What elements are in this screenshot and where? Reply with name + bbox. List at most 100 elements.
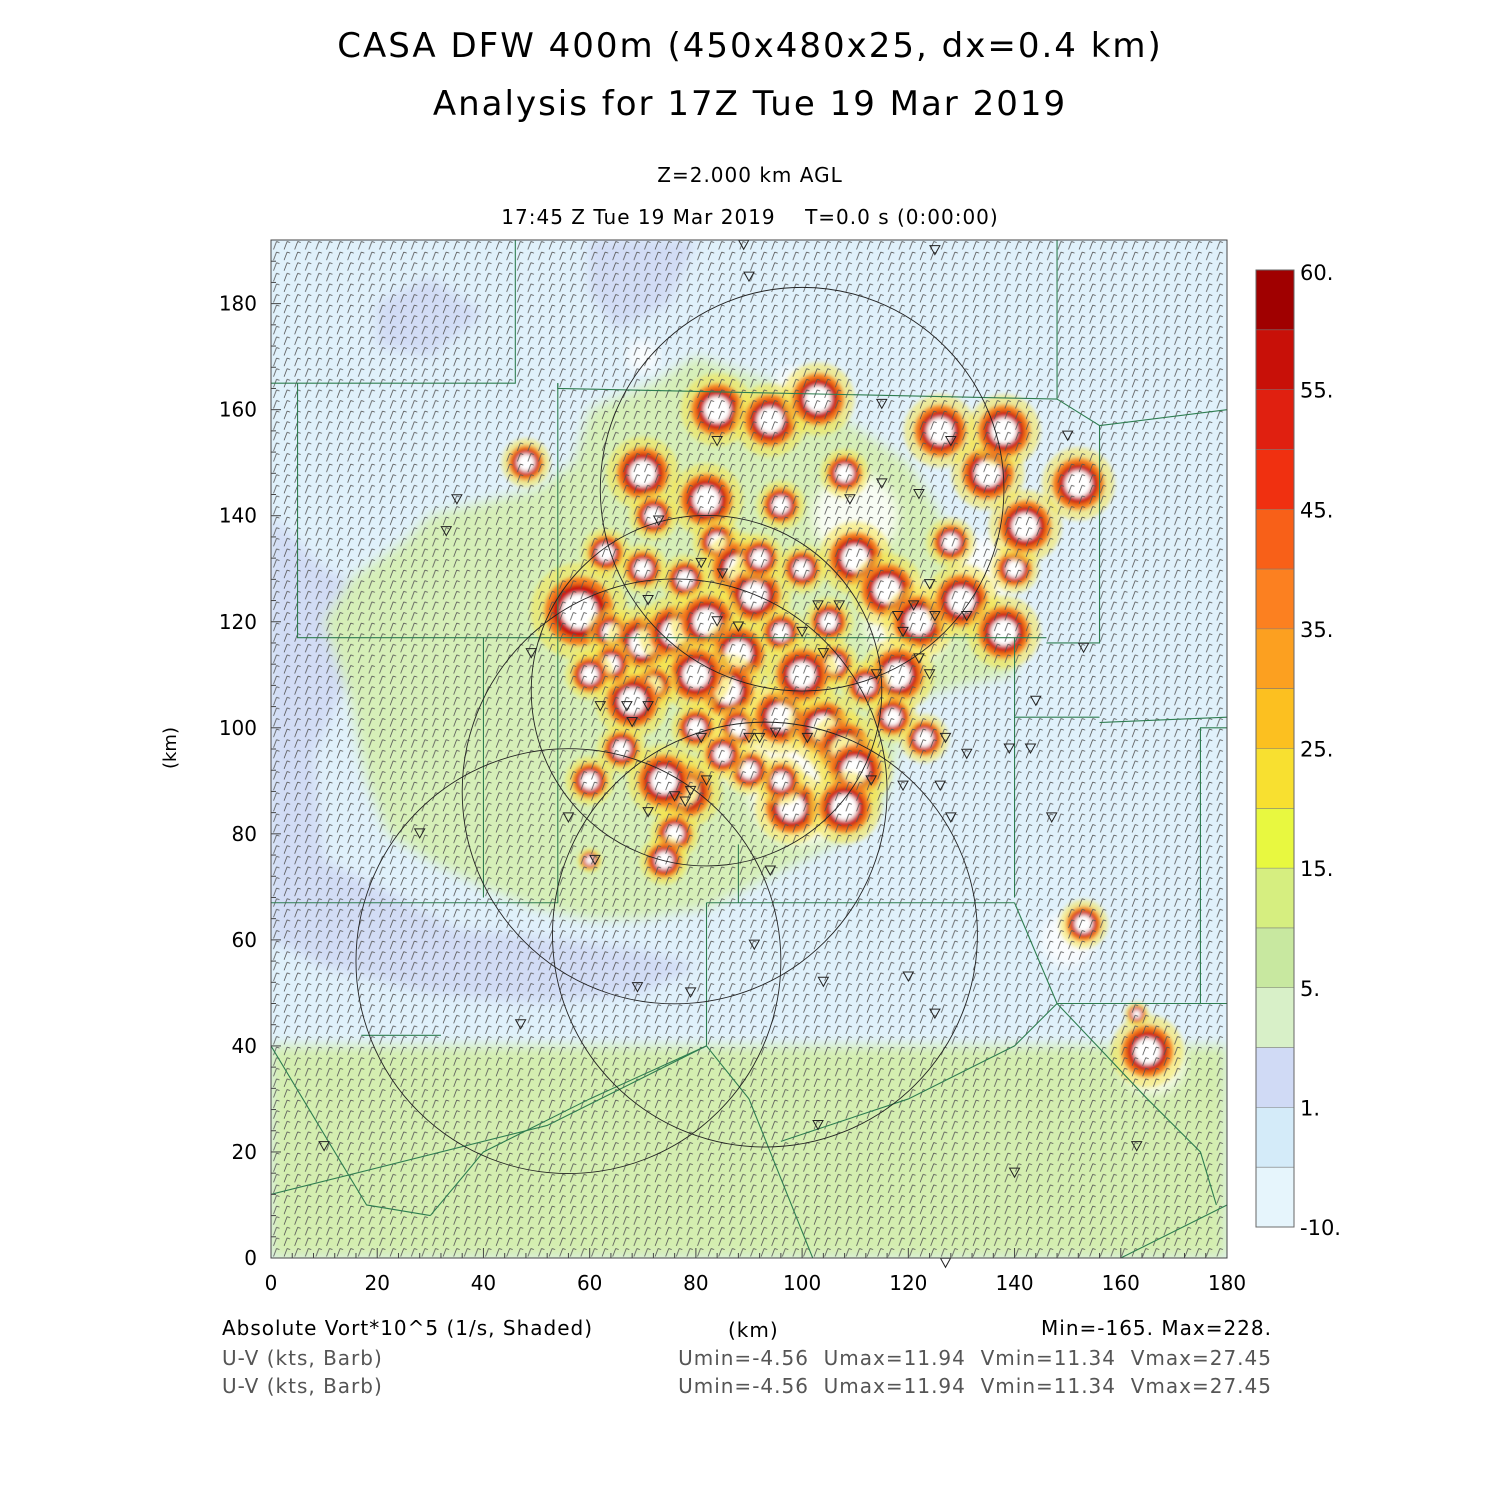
station-marker <box>902 971 915 983</box>
station-marker <box>631 982 644 993</box>
radar-range-ring <box>461 578 888 1005</box>
x-tick-label: 120 <box>889 1271 927 1295</box>
county-boundary <box>557 240 1058 400</box>
station-marker <box>875 398 888 410</box>
colorbar-swatch <box>1256 509 1294 570</box>
y-tick-label: 40 <box>232 1034 257 1058</box>
station-marker <box>1008 1167 1021 1179</box>
station-marker <box>833 600 846 611</box>
station-marker <box>812 600 824 611</box>
county-boundary <box>1099 716 1227 724</box>
station-marker <box>764 865 777 876</box>
station-marker <box>413 828 426 839</box>
station-marker <box>934 780 947 792</box>
radar-range-ring <box>599 286 1005 692</box>
station-marker <box>769 727 782 739</box>
station-marker <box>929 610 941 622</box>
station-marker <box>1003 743 1016 755</box>
x-tick-label: 100 <box>783 1271 821 1295</box>
station-marker <box>817 976 830 988</box>
station-marker <box>743 271 755 283</box>
colorbar-swatch <box>1256 688 1294 749</box>
x-tick-label: 40 <box>471 1271 496 1295</box>
county-boundary <box>1120 1204 1227 1258</box>
axes: 0 20 40 60 80 100 120 140 160 180 0 20 40 60 80 100 120 1… <box>160 239 1246 1295</box>
station-marker <box>801 732 814 744</box>
station-marker <box>1045 812 1058 823</box>
county-boundary <box>1199 727 1227 1004</box>
county-boundary <box>429 1045 707 1216</box>
colorbar-swatch <box>1256 987 1294 1048</box>
station-marker <box>817 648 830 659</box>
station-marker <box>589 854 601 866</box>
station-marker <box>944 812 957 823</box>
colorbar-swatch <box>1256 868 1294 928</box>
station-marker <box>960 610 973 622</box>
station-marker <box>668 791 681 802</box>
station-marker <box>796 626 808 638</box>
station-marker <box>700 775 713 786</box>
station-marker <box>743 732 755 744</box>
y-tick-label: 60 <box>232 928 257 952</box>
station-marker <box>1024 743 1037 755</box>
chart-title: CASA DFW 400m (450x480x25, dx=0.4 km) <box>337 26 1163 66</box>
station-marker <box>907 600 920 611</box>
x-tick-label: 80 <box>683 1271 708 1295</box>
station-marker <box>642 701 654 712</box>
y-tick-label: 120 <box>219 610 257 634</box>
station-marker <box>870 669 883 680</box>
station-marker <box>626 716 639 728</box>
station-marker <box>844 494 856 505</box>
station-marker <box>1061 430 1074 442</box>
station-marker <box>923 669 936 680</box>
station-marker <box>620 701 633 712</box>
colorbar-swatch <box>1256 748 1294 809</box>
county-boundary <box>706 1045 814 1258</box>
x-tick-label: 0 <box>265 1271 278 1295</box>
station-marker <box>1029 695 1042 707</box>
station-marker <box>875 478 888 489</box>
station-marker <box>514 1019 527 1030</box>
station-marker <box>642 595 654 606</box>
county-boundary <box>1046 398 1101 644</box>
station-marker <box>897 626 909 638</box>
chart-subtitle: Analysis for 17Z Tue 19 Mar 2019 <box>432 84 1068 124</box>
uv-stats-1: Umin=-4.56 Umax=11.94 Vmin=11.34 Vmax=27… <box>678 1346 1272 1370</box>
colorbar-swatch <box>1256 389 1294 450</box>
station-marker <box>812 1119 824 1131</box>
station-marker <box>594 701 607 712</box>
station-marker <box>1130 1141 1143 1152</box>
footer-field-barb-2: U-V (kts, Barb) <box>222 1374 383 1398</box>
station-marker <box>525 648 538 659</box>
station-marker <box>929 1008 941 1020</box>
colorbar-swatch <box>1256 449 1294 510</box>
station-marker <box>679 796 692 808</box>
time-label: 17:45 Z Tue 19 Mar 2019 T=0.0 s (0:00:00… <box>501 205 999 229</box>
y-tick-label: 0 <box>244 1246 257 1270</box>
station-marker <box>711 616 723 627</box>
x-tick-label: 160 <box>1102 1271 1140 1295</box>
x-tick-label: 60 <box>577 1271 602 1295</box>
county-boundary <box>271 1045 707 1195</box>
station-marker <box>451 494 463 505</box>
y-tick-label: 160 <box>219 398 257 422</box>
colorbar-label: 60. <box>1300 261 1333 285</box>
colorbar-swatch <box>1256 1047 1294 1108</box>
county-boundary <box>297 383 559 639</box>
county-boundary <box>1056 1003 1217 1206</box>
y-tick-label: 140 <box>219 504 257 528</box>
min-max-label: Min=-165. Max=228. <box>1041 1316 1272 1340</box>
colorbar-label: 15. <box>1300 857 1333 881</box>
station-marker <box>652 515 665 527</box>
station-marker <box>753 732 766 744</box>
level-label: Z=2.000 km AGL <box>657 163 843 187</box>
station-marker <box>944 435 957 447</box>
county-boundary <box>780 902 1058 1142</box>
colorbar-label: 55. <box>1300 379 1333 403</box>
colorbar-swatch <box>1256 329 1294 390</box>
x-axis-unit-label: (km) <box>728 1318 779 1342</box>
colorbar-swatch <box>1256 628 1294 689</box>
station-marker <box>939 1257 952 1269</box>
colorbar-swatch <box>1256 569 1294 629</box>
